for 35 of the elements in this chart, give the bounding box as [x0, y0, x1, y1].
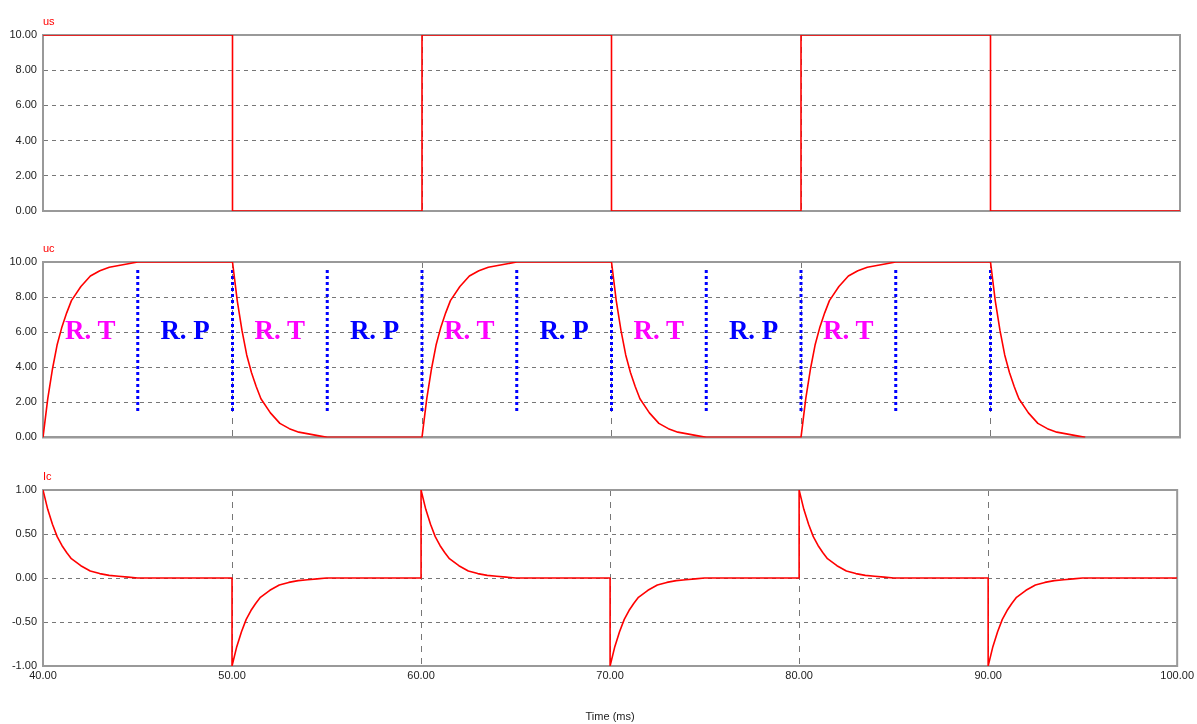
y-tick-label: 0.00: [15, 204, 37, 217]
y-tick-label: 10.00: [9, 255, 37, 268]
y-tick-label: 6.00: [15, 325, 37, 338]
annotation: R. T: [823, 315, 874, 346]
y-tick-label: 6.00: [15, 98, 37, 111]
x-tick-label: 100.00: [1160, 668, 1195, 681]
annotation: R. P: [539, 315, 589, 346]
annotation: R. P: [349, 315, 400, 346]
annotation: R. P: [160, 315, 210, 346]
y-tick-label: 8.00: [15, 63, 37, 76]
annotation: R. T: [444, 315, 495, 346]
x-tick-label: 50.00: [218, 668, 246, 681]
x-tick-label: 70.00: [596, 668, 624, 681]
x-tick-label: 80.00: [785, 668, 813, 681]
x-tick-label: 60.00: [407, 668, 435, 681]
y-tick-label: 10.00: [9, 28, 37, 41]
x-axis-title: Time (ms): [585, 710, 635, 723]
text: uc: [43, 241, 56, 254]
y-tick-label: 1.00: [15, 483, 37, 496]
y-tick-label: 8.00: [15, 290, 37, 303]
y-tick-label: 4.00: [15, 133, 37, 146]
series-label: Ic: [43, 469, 53, 482]
annotation: R. T: [254, 315, 306, 346]
y-tick-label: 0.00: [15, 430, 37, 443]
annotation: R. T: [633, 315, 685, 346]
y-tick-label: 4.00: [15, 360, 37, 373]
annotation: R. P: [728, 315, 779, 346]
annotation: R. T: [65, 315, 116, 346]
y-tick-label: 2.00: [15, 395, 37, 408]
series-label: us: [43, 14, 56, 27]
y-tick-label: 2.00: [15, 168, 37, 181]
x-tick-label: 90.00: [974, 668, 1002, 681]
y-tick-label: -0.50: [11, 615, 37, 628]
y-tick-label: 0.00: [15, 571, 37, 584]
y-tick-label: 0.50: [15, 527, 37, 540]
